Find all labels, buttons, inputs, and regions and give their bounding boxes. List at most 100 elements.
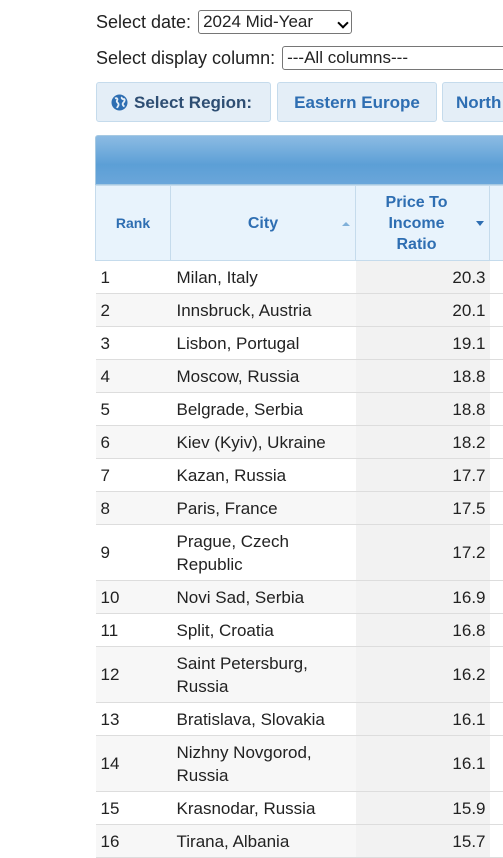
sort-desc-icon <box>476 221 484 226</box>
date-select-value: 2024 Mid-Year <box>203 12 313 31</box>
city-cell: Tirana, Albania <box>171 825 356 858</box>
ratio-cell: 16.8 <box>356 614 490 647</box>
rank-cell: 6 <box>96 426 171 459</box>
ratio-cell: 20.1 <box>356 294 490 327</box>
ratio-cell: 17.2 <box>356 525 490 581</box>
ratio-cell: 20.3 <box>356 261 490 294</box>
date-label: Select date: <box>96 10 191 34</box>
rank-cell: 7 <box>96 459 171 492</box>
next-column-cell <box>490 459 503 492</box>
rank-cell: 3 <box>96 327 171 360</box>
rank-cell: 12 <box>96 647 171 703</box>
city-cell: Belgrade, Serbia <box>171 393 356 426</box>
next-column-cell <box>490 614 503 647</box>
next-column-cell <box>490 825 503 858</box>
next-column-cell <box>490 647 503 703</box>
ratio-cell: 16.1 <box>356 703 490 736</box>
city-cell: Lisbon, Portugal <box>171 327 356 360</box>
ratio-cell: 16.9 <box>356 581 490 614</box>
city-cell: Nizhny Novgorod, Russia <box>171 736 356 792</box>
column-selector-row: Select display column: ---All columns--- <box>96 46 503 72</box>
tab-north-label: North <box>456 93 501 112</box>
select-region-label: Select Region: <box>134 93 252 112</box>
next-column-cell <box>490 581 503 614</box>
ratio-cell: 17.5 <box>356 492 490 525</box>
date-select[interactable]: 2024 Mid-Year <box>198 10 352 34</box>
column-header-rank[interactable]: Rank <box>96 186 171 261</box>
city-cell: Kazan, Russia <box>171 459 356 492</box>
city-cell: Split, Croatia <box>171 614 356 647</box>
city-cell: Bratislava, Slovakia <box>171 703 356 736</box>
select-region-tab[interactable]: Select Region: <box>96 82 271 122</box>
tab-eastern-europe[interactable]: Eastern Europe <box>277 82 437 122</box>
ratio-cell: 19.1 <box>356 327 490 360</box>
rank-cell: 8 <box>96 492 171 525</box>
rank-cell: 14 <box>96 736 171 792</box>
rank-cell: 1 <box>96 261 171 294</box>
rank-cell: 13 <box>96 703 171 736</box>
column-select[interactable]: ---All columns--- <box>282 46 503 70</box>
next-column-cell <box>490 525 503 581</box>
ratio-cell: 15.9 <box>356 792 490 825</box>
next-column-cell <box>490 426 503 459</box>
ratio-cell: 18.8 <box>356 360 490 393</box>
rank-cell: 11 <box>96 614 171 647</box>
city-cell: Paris, France <box>171 492 356 525</box>
city-cell: Milan, Italy <box>171 261 356 294</box>
rank-cell: 10 <box>96 581 171 614</box>
column-header-next[interactable] <box>490 186 503 261</box>
next-column-cell <box>490 703 503 736</box>
next-column-cell <box>490 393 503 426</box>
city-cell: Kiev (Kyiv), Ukraine <box>171 426 356 459</box>
column-select-value: ---All columns--- <box>287 48 408 67</box>
next-column-cell <box>490 294 503 327</box>
city-cell: Prague, Czech Republic <box>171 525 356 581</box>
ratio-cell: 18.8 <box>356 393 490 426</box>
ratio-cell: 18.2 <box>356 426 490 459</box>
city-cell: Innsbruck, Austria <box>171 294 356 327</box>
region-tabs: Select Region: Eastern Europe North <box>96 82 503 124</box>
rank-cell: 15 <box>96 792 171 825</box>
rank-cell: 16 <box>96 825 171 858</box>
city-cell: Moscow, Russia <box>171 360 356 393</box>
column-label: Select display column: <box>96 46 275 70</box>
column-header-rank-label: Rank <box>116 215 150 231</box>
table-caption-bar <box>95 135 503 185</box>
column-header-city-label: City <box>248 215 278 232</box>
next-column-cell <box>490 261 503 294</box>
table-header-row: Rank City Price To Income Ratio <box>96 186 503 261</box>
city-cell: Novi Sad, Serbia <box>171 581 356 614</box>
ratio-cell: 16.1 <box>356 736 490 792</box>
next-column-cell <box>490 492 503 525</box>
rank-cell: 4 <box>96 360 171 393</box>
date-selector-row: Select date: 2024 Mid-Year <box>96 10 352 36</box>
column-header-price-to-income-ratio[interactable]: Price To Income Ratio <box>356 186 490 261</box>
column-header-ratio-label: Price To Income Ratio <box>382 192 452 255</box>
next-column-cell <box>490 360 503 393</box>
next-column-cell <box>490 327 503 360</box>
ratio-cell: 15.7 <box>356 825 490 858</box>
column-header-city[interactable]: City <box>171 186 356 261</box>
next-column-cell <box>490 792 503 825</box>
chevron-down-icon <box>337 17 348 28</box>
tab-north[interactable]: North <box>442 82 503 122</box>
